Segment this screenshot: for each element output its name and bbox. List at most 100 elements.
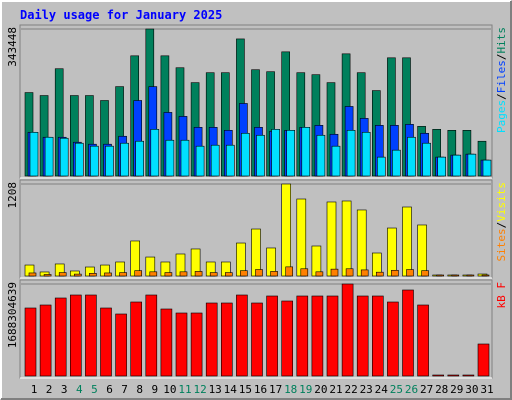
bar: [300, 268, 309, 277]
bar: [371, 295, 384, 377]
x-tick-label: 12: [193, 383, 206, 396]
x-tick-label: 8: [136, 383, 143, 396]
bar: [115, 313, 127, 377]
x-tick-label: 23: [360, 383, 373, 396]
x-tick-label: 26: [405, 383, 418, 396]
bar: [436, 274, 445, 277]
x-tick-label: 31: [480, 383, 493, 396]
x-tick-label: 28: [435, 383, 448, 396]
bar: [255, 269, 263, 277]
bar: [326, 295, 339, 377]
x-tick-label: 4: [76, 383, 83, 396]
bar: [240, 270, 248, 277]
legend-label: Sites: [495, 228, 508, 261]
bar: [44, 136, 54, 177]
bar: [316, 134, 326, 177]
bar: [301, 127, 311, 177]
bar: [195, 145, 205, 177]
x-tick-label: 29: [450, 383, 463, 396]
y-tick-label: 1688304639: [6, 282, 19, 348]
bar: [402, 289, 414, 377]
bar: [210, 144, 220, 177]
bar: [100, 307, 112, 377]
bar: [175, 312, 188, 377]
bar: [421, 270, 429, 277]
bar: [387, 227, 397, 277]
bar: [452, 154, 462, 177]
bar: [417, 224, 427, 277]
bar: [28, 272, 37, 277]
bar: [241, 132, 250, 177]
bar: [361, 131, 371, 177]
legend: kB F: [495, 282, 508, 309]
bar: [270, 271, 278, 277]
bar: [54, 297, 67, 377]
x-tick-label: 7: [121, 383, 128, 396]
x-tick-label: 15: [239, 383, 252, 396]
x-tick-label: 11: [178, 383, 191, 396]
legend: Sites/Visits: [495, 182, 508, 262]
legend-label: kB F: [495, 282, 508, 309]
bar: [286, 130, 296, 177]
bar: [59, 137, 69, 177]
bar: [407, 136, 416, 177]
x-tick-label: 13: [209, 383, 222, 396]
bar: [331, 145, 341, 177]
bar: [356, 209, 367, 277]
bar: [226, 144, 235, 177]
bar: [74, 273, 82, 277]
legend-label: Pages: [495, 100, 508, 133]
bar: [160, 308, 173, 377]
bar: [209, 272, 218, 277]
x-tick-label: 27: [420, 383, 433, 396]
bar: [281, 183, 292, 277]
bar: [104, 272, 112, 277]
legend-label: Files: [495, 60, 508, 93]
bar: [315, 271, 324, 277]
x-tick-label: 18: [284, 383, 297, 396]
x-tick-label: 9: [151, 383, 158, 396]
bar: [432, 374, 445, 377]
x-tick-label: 19: [299, 383, 312, 396]
x-tick-label: 1: [31, 383, 38, 396]
bar: [90, 145, 99, 177]
bar: [326, 201, 337, 277]
bar: [296, 295, 309, 377]
bar: [466, 274, 475, 277]
bar: [482, 159, 492, 177]
bar: [58, 272, 67, 277]
x-tick-label: 20: [314, 383, 327, 396]
bar: [89, 273, 97, 277]
bar: [119, 272, 127, 277]
bar: [375, 271, 384, 277]
x-tick-label: 2: [46, 383, 53, 396]
legend-separator: /: [495, 93, 508, 100]
bar: [149, 271, 158, 277]
bar: [477, 343, 490, 377]
bar: [165, 139, 175, 177]
bar: [75, 142, 84, 177]
bar: [437, 156, 447, 177]
bar: [271, 129, 280, 177]
bar: [451, 274, 460, 277]
bar: [376, 156, 386, 177]
bar: [221, 302, 233, 377]
bar: [345, 268, 354, 277]
bar: [190, 312, 203, 377]
bar: [311, 295, 324, 377]
bar: [194, 271, 203, 277]
bar: [39, 304, 52, 377]
bar: [417, 304, 429, 377]
bar: [447, 374, 460, 377]
legend-separator: /: [495, 54, 508, 61]
legend-label: Hits: [495, 27, 508, 54]
x-tick-label: 5: [91, 383, 98, 396]
bar: [145, 294, 158, 377]
bar: [179, 271, 188, 277]
bar: [341, 200, 352, 277]
bar: [85, 294, 97, 377]
bar: [256, 134, 265, 177]
bar: [462, 374, 475, 377]
